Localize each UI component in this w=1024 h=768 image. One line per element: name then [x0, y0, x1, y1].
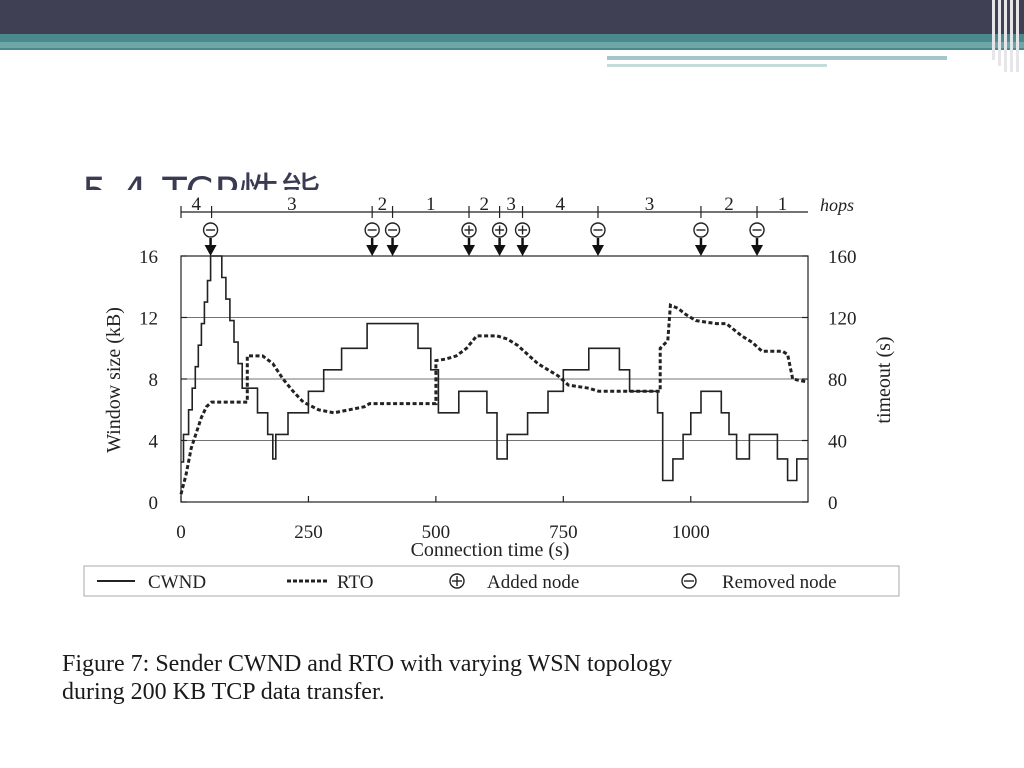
legend-removed-label: Removed node	[722, 572, 837, 593]
y-tick-label-0: 0	[149, 493, 159, 514]
x-tick-label-0: 0	[176, 522, 186, 543]
hops-segment-6: 4	[556, 194, 566, 215]
header-dark-bar	[0, 0, 1024, 34]
node-event-arrow-head	[751, 245, 764, 256]
grid-layer	[181, 317, 808, 441]
x-axis-label: Connection time (s)	[411, 539, 570, 561]
hops-segment-4: 2	[480, 194, 490, 215]
header-light-bar	[0, 42, 1024, 48]
legend-box	[83, 565, 900, 597]
x-tick-label-500: 500	[422, 522, 451, 543]
hops-segment-5: 3	[506, 194, 516, 215]
header-stripes	[992, 0, 1019, 72]
y2-tick-label-40: 40	[828, 432, 847, 453]
y2-axis-label: timeout (s)	[873, 336, 895, 423]
y2-tick-label-0: 0	[828, 493, 838, 514]
x-tick-label-1000: 1000	[672, 522, 710, 543]
header-accent-line-2	[607, 64, 827, 67]
removed-node-marker-6	[590, 222, 606, 256]
series-layer	[179, 255, 809, 495]
node-event-arrow-head	[516, 245, 529, 256]
removed-node-marker-1	[364, 222, 380, 256]
legend-added-icon	[449, 573, 465, 589]
legend-cwnd-label: CWND	[148, 572, 206, 593]
figure-caption: Figure 7: Sender CWND and RTO with varyi…	[62, 650, 962, 706]
node-event-arrow-head	[386, 245, 399, 256]
node-event-arrow-head	[694, 245, 707, 256]
y-tick-label-8: 8	[149, 370, 159, 391]
x-tick-label-750: 750	[549, 522, 578, 543]
figure-background	[80, 190, 910, 600]
hops-label: hops	[820, 195, 854, 215]
hops-segment-7: 3	[645, 194, 655, 215]
slide-header-decoration	[0, 0, 1024, 72]
legend-added-label: Added node	[487, 572, 579, 593]
node-event-arrow-head	[366, 245, 379, 256]
y2-tick-label-120: 120	[828, 309, 857, 330]
node-event-arrow-head	[204, 245, 217, 256]
hops-segment-2: 2	[378, 194, 388, 215]
removed-node-marker-7	[693, 222, 709, 256]
hops-segment-0: 4	[192, 194, 202, 215]
legend: CWND RTO Added node Removed node	[83, 565, 900, 597]
legend-removed-icon	[681, 573, 697, 589]
node-event-arrow-head	[591, 245, 604, 256]
node-events	[202, 222, 765, 256]
y2-tick-label-160: 160	[828, 247, 857, 268]
removed-node-marker-0	[202, 222, 219, 256]
header-accent-line	[607, 56, 947, 60]
y-tick-label-4: 4	[149, 432, 159, 453]
added-node-marker-3	[461, 222, 477, 256]
legend-rto-label: RTO	[337, 572, 374, 593]
y-tick-label-12: 12	[139, 309, 158, 330]
removed-node-marker-8	[749, 222, 765, 256]
y-tick-label-16: 16	[139, 247, 158, 268]
added-node-marker-4	[491, 222, 508, 256]
hops-segment-8: 2	[724, 194, 734, 215]
x-tick-label-250: 250	[294, 522, 323, 543]
removed-node-marker-2	[384, 222, 401, 256]
hops-segment-3: 1	[426, 194, 436, 215]
y2-tick-label-80: 80	[828, 370, 847, 391]
hops-segment-9: 1	[778, 194, 788, 215]
y-axis-label: Window size (kB)	[103, 307, 125, 453]
series-cwnd-line	[181, 255, 808, 482]
node-event-arrow-head	[493, 245, 506, 256]
hops-segment-1: 3	[287, 194, 297, 215]
node-event-arrow-head	[463, 245, 476, 256]
caption-line-2: during 200 KB TCP data transfer.	[62, 679, 385, 705]
added-node-marker-5	[514, 222, 531, 256]
caption-line-1: Figure 7: Sender CWND and RTO with varyi…	[62, 651, 673, 677]
